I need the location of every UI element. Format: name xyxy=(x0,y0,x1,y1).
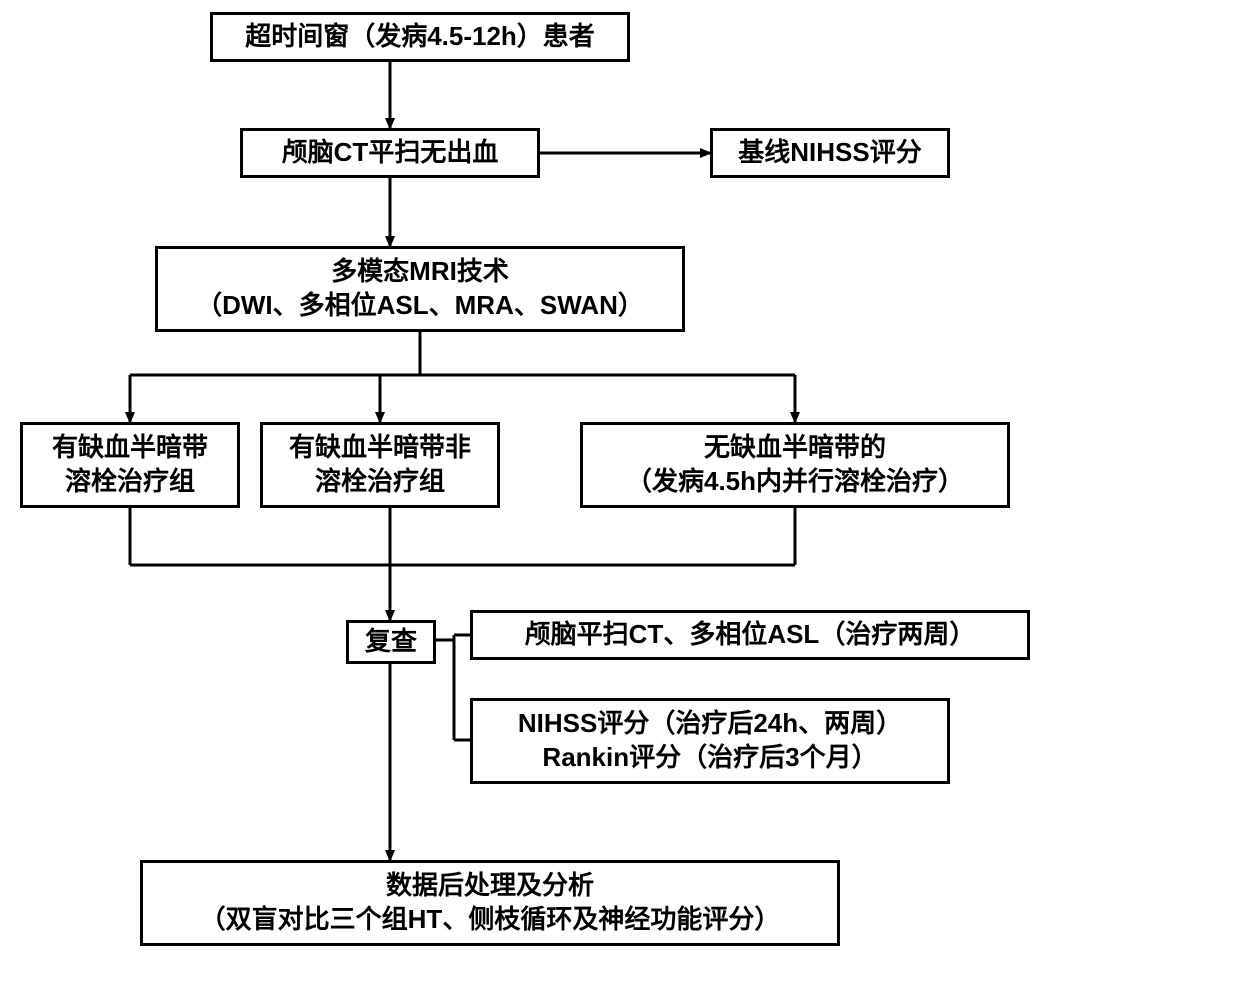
node-text-line: 颅脑平扫CT、多相位ASL（治疗两周） xyxy=(525,618,976,652)
node-text-line: （双盲对比三个组HT、侧枝循环及神经功能评分） xyxy=(200,903,781,937)
node-text-line: 数据后处理及分析 xyxy=(386,869,594,903)
flowchart-node-n2: 颅脑CT平扫无出血 xyxy=(240,128,540,178)
node-text-line: 溶栓治疗组 xyxy=(315,465,445,499)
node-text-line: 多模态MRI技术 xyxy=(331,255,509,289)
node-text-line: （发病4.5h内并行溶栓治疗） xyxy=(626,465,964,499)
node-text-line: 超时间窗（发病4.5-12h）患者 xyxy=(245,20,595,54)
flowchart-node-n5: 有缺血半暗带溶栓治疗组 xyxy=(20,422,240,508)
flowchart-node-n10: NIHSS评分（治疗后24h、两周）Rankin评分（治疗后3个月） xyxy=(470,698,950,784)
flowchart-node-n4: 多模态MRI技术（DWI、多相位ASL、MRA、SWAN） xyxy=(155,246,685,332)
node-text-line: （DWI、多相位ASL、MRA、SWAN） xyxy=(196,289,644,323)
flowchart-node-n8: 复查 xyxy=(346,620,436,664)
flowchart-node-n9: 颅脑平扫CT、多相位ASL（治疗两周） xyxy=(470,610,1030,660)
node-text-line: NIHSS评分（治疗后24h、两周） xyxy=(518,707,902,741)
flowchart-node-n11: 数据后处理及分析（双盲对比三个组HT、侧枝循环及神经功能评分） xyxy=(140,860,840,946)
node-text-line: 复查 xyxy=(365,625,417,659)
node-text-line: 有缺血半暗带非 xyxy=(289,431,471,465)
flowchart-node-n6: 有缺血半暗带非溶栓治疗组 xyxy=(260,422,500,508)
node-text-line: 无缺血半暗带的 xyxy=(704,431,886,465)
node-text-line: 有缺血半暗带 xyxy=(52,431,208,465)
flowchart-node-n7: 无缺血半暗带的（发病4.5h内并行溶栓治疗） xyxy=(580,422,1010,508)
flowchart-node-n1: 超时间窗（发病4.5-12h）患者 xyxy=(210,12,630,62)
node-text-line: 颅脑CT平扫无出血 xyxy=(282,136,499,170)
node-text-line: Rankin评分（治疗后3个月） xyxy=(542,741,877,775)
flowchart-node-n3: 基线NIHSS评分 xyxy=(710,128,950,178)
node-text-line: 溶栓治疗组 xyxy=(65,465,195,499)
node-text-line: 基线NIHSS评分 xyxy=(738,136,921,170)
